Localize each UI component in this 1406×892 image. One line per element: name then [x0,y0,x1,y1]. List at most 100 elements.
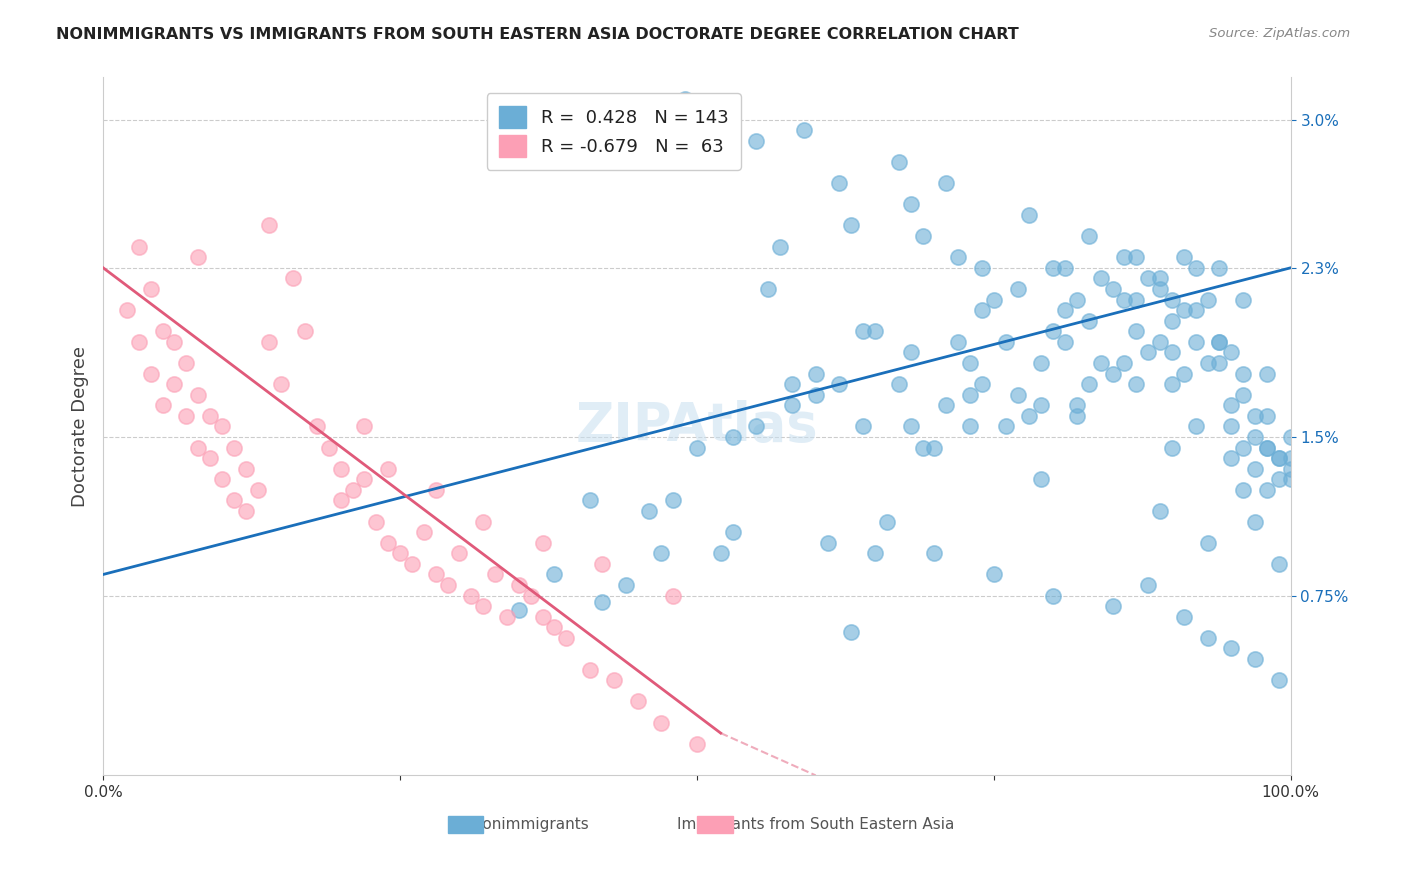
Point [222,441,245,455]
Point [1208,260,1230,275]
Point [1256,483,1278,497]
Point [508,603,530,617]
Point [793,123,815,137]
Point [1114,356,1136,370]
Point [1184,419,1206,434]
Text: Immigrants from South Eastern Asia: Immigrants from South Eastern Asia [678,817,955,831]
Point [591,595,613,609]
Point [686,737,709,751]
Point [353,472,375,486]
Point [1031,356,1053,370]
Point [1161,441,1184,455]
Point [887,377,910,392]
Point [1161,293,1184,307]
Point [1137,578,1160,592]
Text: ZIPAtlas: ZIPAtlas [575,401,818,452]
Point [139,282,162,296]
Point [994,419,1017,434]
Point [174,409,197,423]
Point [721,430,744,444]
Point [1077,313,1099,327]
Point [1232,387,1254,401]
Point [1232,483,1254,497]
Point [924,546,946,560]
Point [1137,345,1160,359]
Point [246,483,269,497]
Point [1066,293,1088,307]
Point [839,624,862,639]
Point [1208,334,1230,349]
Point [449,546,471,560]
Point [650,715,672,730]
Point [259,334,281,349]
Point [1090,271,1112,285]
Point [1125,293,1147,307]
Point [1101,367,1123,381]
Point [1066,398,1088,412]
Point [1125,250,1147,264]
Legend: R =  0.428   N = 143, R = -0.679   N =  63: R = 0.428 N = 143, R = -0.679 N = 63 [486,94,741,170]
Point [519,589,541,603]
Point [1031,398,1053,412]
Point [508,578,530,592]
Point [1161,345,1184,359]
Point [911,441,934,455]
FancyBboxPatch shape [697,816,733,833]
Point [769,240,792,254]
Point [876,515,898,529]
Point [911,229,934,244]
Point [1244,461,1267,475]
Point [163,377,186,392]
Point [603,673,626,688]
Point [152,324,174,338]
Point [1220,345,1243,359]
Point [638,504,661,518]
Point [935,398,957,412]
Point [983,567,1005,582]
Point [1244,430,1267,444]
Point [1256,409,1278,423]
Point [211,419,233,434]
Point [1031,472,1053,486]
Point [1173,609,1195,624]
Point [1077,229,1099,244]
Point [139,367,162,381]
Point [1197,631,1219,645]
Point [460,589,482,603]
Point [828,377,851,392]
Point [579,493,602,508]
Point [1125,377,1147,392]
Point [1018,409,1040,423]
Point [305,419,328,434]
Point [1173,250,1195,264]
Point [924,441,946,455]
Point [935,176,957,190]
Point [710,546,733,560]
Point [1137,271,1160,285]
Point [852,324,875,338]
Point [1268,557,1291,571]
Point [1161,377,1184,392]
Point [555,631,578,645]
Point [686,441,709,455]
Point [1197,356,1219,370]
Point [983,293,1005,307]
Point [1149,282,1171,296]
Point [804,367,827,381]
FancyBboxPatch shape [447,816,484,833]
Point [1220,641,1243,656]
Point [1077,377,1099,392]
Point [1244,515,1267,529]
Point [1208,356,1230,370]
Point [948,334,970,349]
Point [662,493,685,508]
Point [1054,260,1077,275]
Point [1256,441,1278,455]
Point [329,461,352,475]
Point [128,240,150,254]
Point [900,419,922,434]
Point [1173,367,1195,381]
Point [174,356,197,370]
Point [721,525,744,540]
Point [863,546,886,560]
